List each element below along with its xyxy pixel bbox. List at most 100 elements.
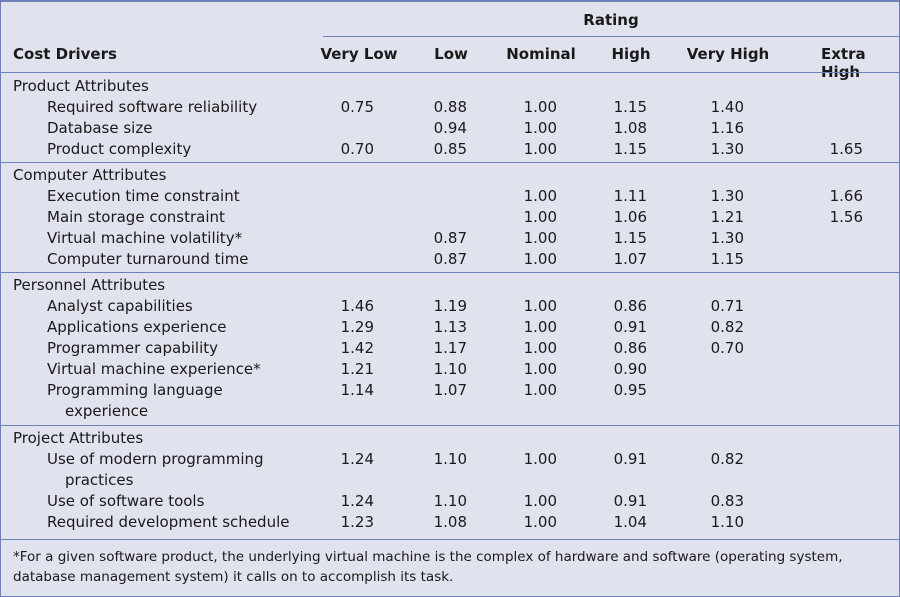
- rating-value: 0.88: [433, 98, 467, 116]
- group-title: Product Attributes: [13, 77, 149, 95]
- rating-value: 1.08: [433, 513, 467, 531]
- rating-value: 1.00: [523, 229, 557, 247]
- cost-driver-label: Applications experience: [47, 318, 227, 336]
- rating-value: 0.94: [433, 119, 467, 137]
- rating-value: 1.23: [340, 513, 374, 531]
- rating-value: 1.15: [613, 140, 647, 158]
- rating-value: 1.16: [710, 119, 744, 137]
- rating-value: 1.15: [613, 229, 647, 247]
- cost-driver-label: Computer turnaround time: [47, 250, 249, 268]
- rating-value: 0.82: [710, 318, 744, 336]
- rating-value: 1.00: [523, 250, 557, 268]
- rating-value: 1.08: [613, 119, 647, 137]
- rating-value: 1.00: [523, 119, 557, 137]
- rating-value: 1.07: [433, 381, 467, 399]
- rating-value: 1.21: [340, 360, 374, 378]
- rating-value: 1.00: [523, 187, 557, 205]
- rating-value: 1.46: [340, 297, 374, 315]
- rating-value: 0.91: [613, 318, 647, 336]
- rating-value: 1.15: [613, 98, 647, 116]
- cost-driver-label: Virtual machine volatility*: [47, 229, 243, 247]
- rating-value: 0.86: [613, 339, 647, 357]
- rating-value: 1.24: [340, 492, 374, 510]
- footnote: *For a given software product, the under…: [13, 549, 843, 585]
- column-header-very-low: Very Low: [320, 45, 398, 63]
- rating-value: 0.95: [613, 381, 647, 399]
- rating-value: 1.29: [340, 318, 374, 336]
- rating-value: 1.00: [523, 492, 557, 510]
- rating-value: 1.00: [523, 450, 557, 468]
- cost-driver-label: Execution time constraint: [47, 187, 240, 205]
- rating-value: 1.19: [433, 297, 467, 315]
- cost-driver-label: experience: [65, 402, 149, 420]
- rating-value: 1.30: [710, 140, 744, 158]
- rating-value: 0.90: [613, 360, 647, 378]
- rating-value: 1.11: [613, 187, 647, 205]
- group-separator: [1, 162, 899, 163]
- cost-driver-label: Virtual machine experience*: [47, 360, 261, 378]
- rating-value: 0.91: [613, 492, 647, 510]
- rating-rule: [323, 36, 899, 37]
- rating-value: 1.00: [523, 513, 557, 531]
- rating-value: 1.10: [433, 492, 467, 510]
- rating-value: 1.24: [340, 450, 374, 468]
- cost-driver-label: Use of modern programming: [47, 450, 264, 468]
- rating-value: 1.00: [523, 208, 557, 226]
- group-separator: [1, 272, 899, 273]
- cost-driver-label: Required software reliability: [47, 98, 258, 116]
- rating-heading: Rating: [583, 11, 639, 29]
- cost-driver-label: Analyst capabilities: [47, 297, 193, 315]
- cost-drivers-heading: Cost Drivers: [13, 45, 117, 63]
- rating-value: 1.17: [433, 339, 467, 357]
- rating-value: 0.91: [613, 450, 647, 468]
- cost-driver-label: Programmer capability: [47, 339, 218, 357]
- rating-value: 1.06: [613, 208, 647, 226]
- rating-value: 1.65: [829, 140, 863, 158]
- rating-value: 1.42: [340, 339, 374, 357]
- rating-value: 1.21: [710, 208, 744, 226]
- rating-value: 1.40: [710, 98, 744, 116]
- cost-driver-label: practices: [65, 471, 134, 489]
- rating-value: 0.87: [433, 250, 467, 268]
- column-header-extra-high: Extra High: [821, 45, 866, 81]
- cost-driver-label: Database size: [47, 119, 153, 137]
- footnote-rule: [1, 539, 899, 540]
- rating-value: 0.71: [710, 297, 744, 315]
- rating-value: 1.30: [710, 187, 744, 205]
- rating-value: 1.13: [433, 318, 467, 336]
- rating-value: 0.75: [340, 98, 374, 116]
- cost-driver-label: Use of software tools: [47, 492, 205, 510]
- rating-value: 1.14: [340, 381, 374, 399]
- header-bottom-rule: [1, 72, 899, 73]
- cost-driver-label: Main storage constraint: [47, 208, 225, 226]
- rating-value: 1.00: [523, 98, 557, 116]
- rating-value: 1.00: [523, 381, 557, 399]
- rating-value: 0.70: [710, 339, 744, 357]
- group-separator: [1, 425, 899, 426]
- rating-value: 0.85: [433, 140, 467, 158]
- rating-value: 1.00: [523, 360, 557, 378]
- rating-value: 0.82: [710, 450, 744, 468]
- rating-value: 1.04: [613, 513, 647, 531]
- rating-value: 0.86: [613, 297, 647, 315]
- rating-value: 0.87: [433, 229, 467, 247]
- rating-value: 0.70: [340, 140, 374, 158]
- rating-value: 1.00: [523, 318, 557, 336]
- rating-value: 1.10: [433, 360, 467, 378]
- column-header-high: High: [611, 45, 651, 63]
- group-title: Project Attributes: [13, 429, 144, 447]
- rating-value: 1.56: [829, 208, 863, 226]
- rating-value: 1.10: [433, 450, 467, 468]
- cost-driver-label: Programming language: [47, 381, 223, 399]
- rating-value: 1.07: [613, 250, 647, 268]
- rating-value: 1.30: [710, 229, 744, 247]
- rating-value: 1.15: [710, 250, 744, 268]
- column-header-very-high: Very High: [686, 45, 770, 63]
- rating-value: 1.00: [523, 339, 557, 357]
- rating-value: 1.66: [829, 187, 863, 205]
- rating-value: 1.10: [710, 513, 744, 531]
- group-title: Computer Attributes: [13, 166, 167, 184]
- table-top-rule: [1, 1, 899, 2]
- cost-driver-label: Product complexity: [47, 140, 192, 158]
